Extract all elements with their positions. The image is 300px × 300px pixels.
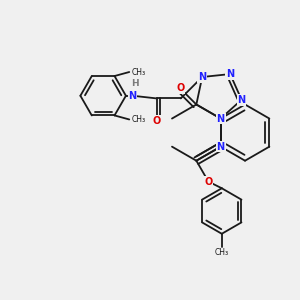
Text: CH₃: CH₃: [215, 248, 229, 257]
Text: N: N: [226, 69, 234, 79]
Text: N: N: [238, 95, 246, 105]
Text: H: H: [131, 79, 139, 88]
Text: CH₃: CH₃: [132, 68, 146, 76]
Text: N: N: [198, 72, 206, 82]
Text: N: N: [217, 113, 225, 124]
Text: O: O: [204, 177, 212, 187]
Text: O: O: [153, 116, 161, 126]
Text: O: O: [176, 83, 184, 93]
Text: N: N: [128, 91, 137, 101]
Text: N: N: [217, 142, 225, 152]
Text: CH₃: CH₃: [132, 115, 146, 124]
